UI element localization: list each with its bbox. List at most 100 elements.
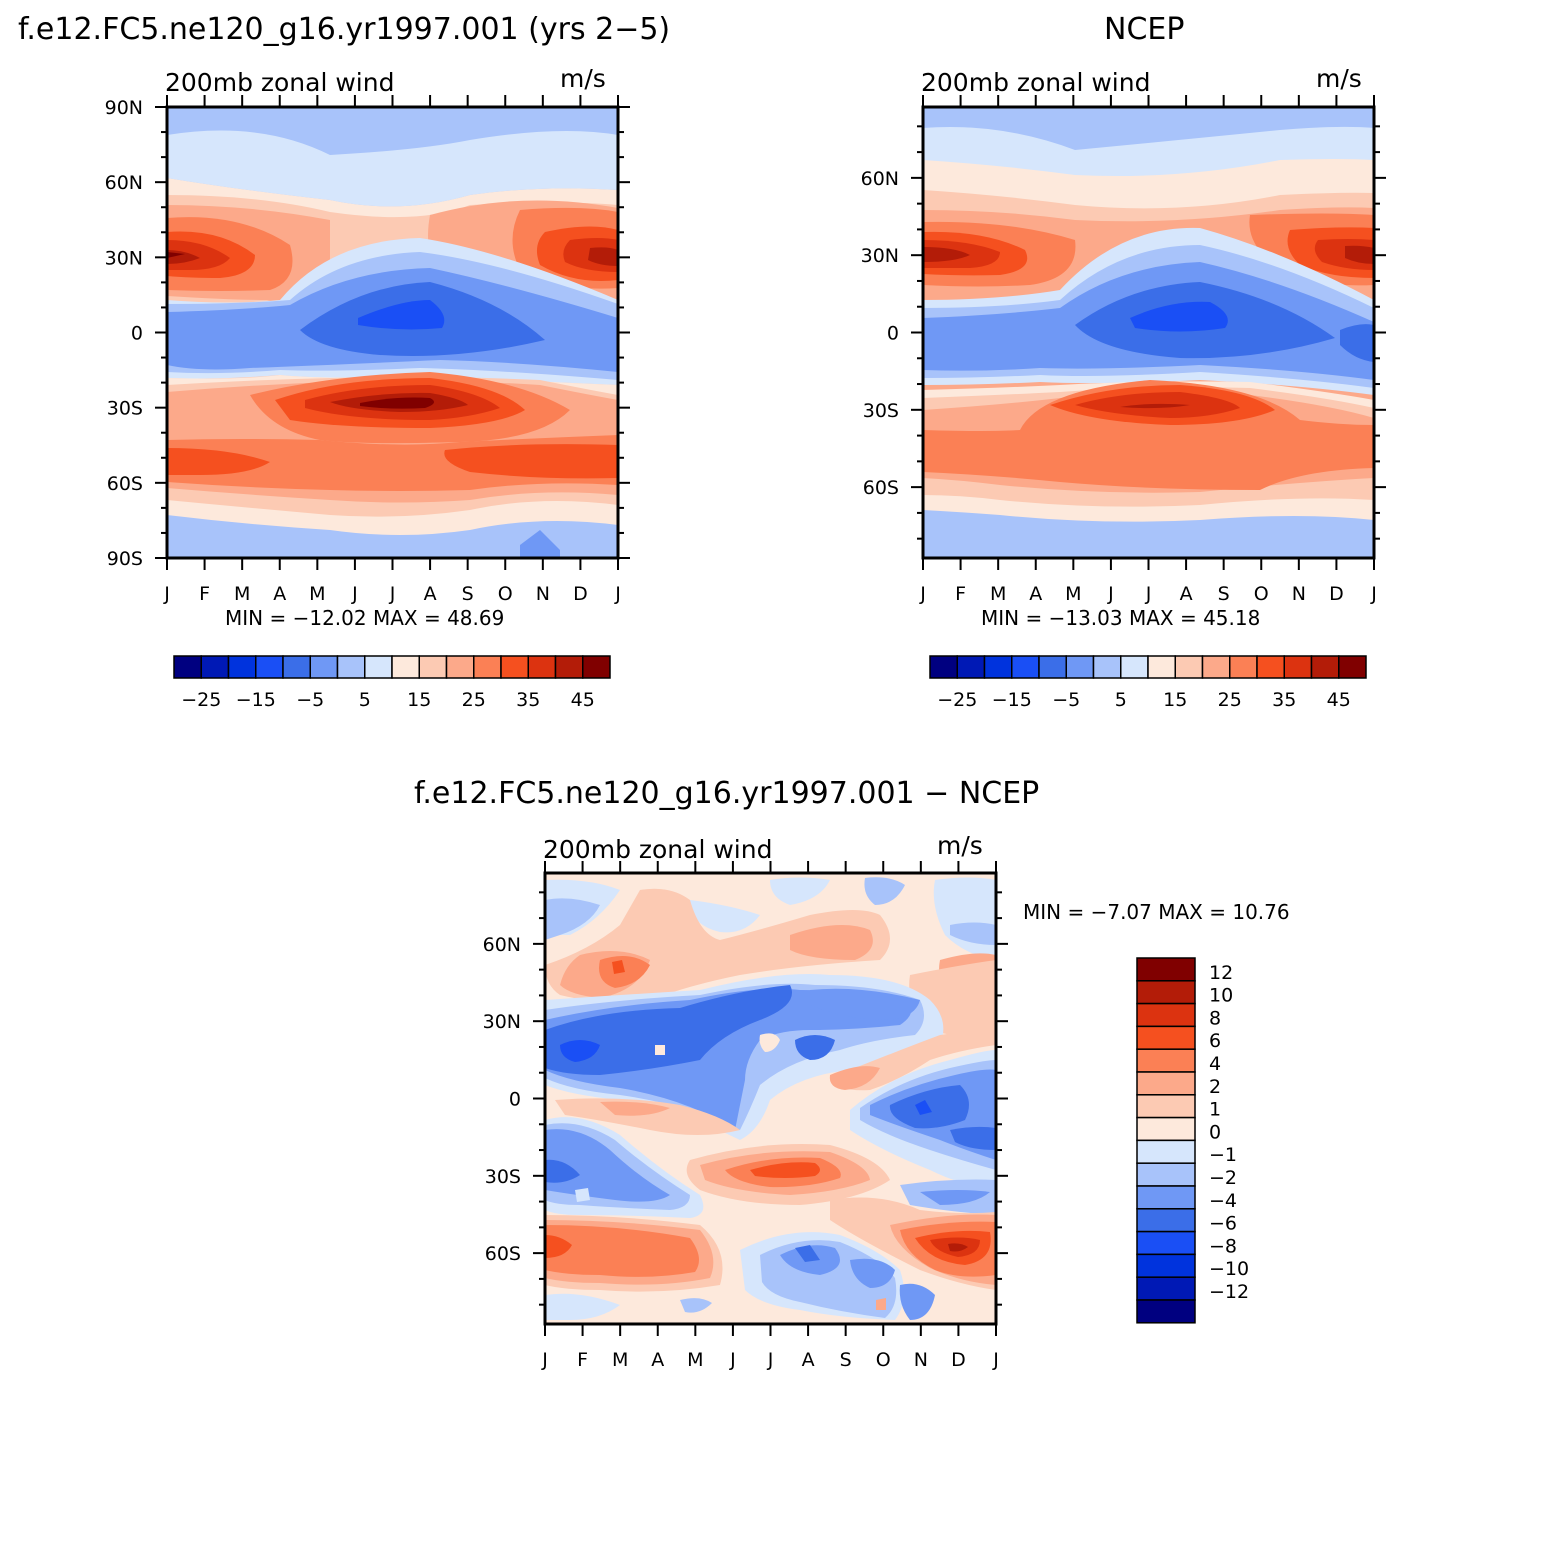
colorbar-label: 5	[359, 689, 371, 711]
colorbar-label: 0	[1209, 1121, 1221, 1143]
panel1-plot-area	[167, 107, 618, 558]
panel2-plot-area	[923, 107, 1374, 558]
colorbar-label: −25	[937, 689, 977, 711]
colorbar-label: 12	[1209, 962, 1233, 984]
x-tick-label: J	[351, 583, 358, 605]
x-tick-label: J	[729, 1349, 736, 1371]
colorbar-box	[956, 655, 986, 679]
y-tick-label: 30S	[485, 1166, 521, 1188]
colorbar-box	[1338, 655, 1367, 679]
y-tick-label: 90S	[107, 548, 143, 570]
x-tick-label: D	[573, 583, 588, 605]
colorbar-box	[500, 655, 529, 679]
colorbar-box	[227, 655, 257, 679]
colorbar-box	[1136, 1025, 1196, 1050]
colorbar-box	[1136, 957, 1196, 982]
x-tick-label: M	[234, 583, 250, 605]
colorbar-box	[582, 655, 611, 679]
colorbar-box	[1011, 655, 1040, 679]
y-tick-label: 30S	[863, 400, 899, 422]
colorbar-label: 5	[1115, 689, 1127, 711]
x-tick-label: J	[389, 583, 396, 605]
colorbar-box	[1201, 655, 1231, 679]
colorbar-box	[1136, 980, 1196, 1005]
colorbar-label: 15	[1163, 689, 1187, 711]
colorbar-box	[445, 655, 475, 679]
colorbar-box	[1120, 655, 1149, 679]
x-tick-label: M	[612, 1349, 628, 1371]
x-tick-label: J	[992, 1349, 999, 1371]
y-tick-label: 60S	[107, 473, 143, 495]
colorbar-box	[1136, 1276, 1196, 1301]
y-tick-label: 0	[509, 1089, 521, 1111]
x-tick-label: D	[951, 1349, 966, 1371]
panel2-min-max: MIN = −13.03 MAX = 45.18	[981, 606, 1261, 630]
panel2-subtitle: 200mb zonal wind	[921, 68, 1151, 97]
panel3-plot-area	[545, 873, 996, 1324]
y-tick-label: 60S	[863, 477, 899, 499]
colorbar-box	[1136, 1071, 1196, 1096]
panel3-units: m/s	[937, 831, 983, 860]
x-tick-label: N	[1292, 583, 1306, 605]
x-tick-label: A	[1180, 583, 1193, 605]
x-tick-label: S	[462, 583, 474, 605]
colorbar-label: 10	[1209, 985, 1233, 1007]
colorbar-label: −10	[1209, 1258, 1249, 1280]
y-tick-label: 30N	[483, 1011, 521, 1033]
colorbar-box	[554, 655, 584, 679]
colorbar-label: −8	[1209, 1235, 1237, 1257]
panel2-title: NCEP	[1104, 12, 1185, 47]
x-tick-label: S	[840, 1349, 852, 1371]
x-tick-label: A	[802, 1349, 815, 1371]
x-tick-label: J	[767, 1349, 774, 1371]
panel2-colorbar: −25 −15 −5 5 15 25 35 45	[929, 655, 1367, 711]
colorbar-label: 35	[516, 689, 540, 711]
colorbar-box	[1136, 1139, 1196, 1164]
x-tick-label: A	[651, 1349, 664, 1371]
colorbar-box	[418, 655, 448, 679]
colorbar-box	[1092, 655, 1122, 679]
colorbar-label: −2	[1209, 1167, 1237, 1189]
colorbar-label: −4	[1209, 1190, 1237, 1212]
colorbar-box	[1147, 655, 1176, 679]
colorbar-label: −5	[1052, 689, 1080, 711]
x-tick-label: N	[914, 1349, 928, 1371]
x-tick-label: O	[1254, 583, 1269, 605]
colorbar-label: 45	[571, 689, 595, 711]
colorbar-box	[527, 655, 557, 679]
colorbar-label: 35	[1272, 689, 1296, 711]
colorbar-box	[1136, 1094, 1196, 1119]
colorbar-box	[1136, 1048, 1196, 1073]
panel3-min-max: MIN = −7.07 MAX = 10.76	[1023, 900, 1290, 924]
x-tick-label: F	[955, 583, 966, 605]
colorbar-box	[173, 655, 202, 679]
x-tick-label: F	[199, 583, 210, 605]
colorbar-label: 15	[407, 689, 431, 711]
colorbar-label: 4	[1209, 1053, 1221, 1075]
panel1-colorbar: −25 −15 −5 5 15 25 35 45	[173, 655, 611, 711]
colorbar-box	[1256, 655, 1285, 679]
x-tick-label: J	[1370, 583, 1377, 605]
colorbar-box	[336, 655, 366, 679]
panel3-axes: J F M A M J J A S O N D J 60N 30N 0 30S 60S	[483, 861, 1008, 1371]
panel1-min-max: MIN = −12.02 MAX = 48.69	[225, 606, 505, 630]
colorbar-box	[1174, 655, 1204, 679]
y-tick-label: 0	[131, 323, 143, 345]
x-tick-label: N	[536, 583, 550, 605]
colorbar-label: 25	[1218, 689, 1242, 711]
panel1-axes: J F M A M J J A S O N D J 90N 60N 30N 0 30S 60S 90S	[105, 95, 630, 605]
y-tick-label: 30N	[861, 245, 899, 267]
colorbar-box	[1136, 1002, 1196, 1028]
colorbar-box	[1038, 655, 1067, 679]
y-tick-label: 90N	[105, 97, 143, 119]
y-tick-label: 60N	[861, 168, 899, 190]
colorbar-box	[1136, 1299, 1196, 1324]
colorbar-label: 2	[1209, 1076, 1221, 1098]
x-tick-label: J	[614, 583, 621, 605]
colorbar-box	[983, 655, 1013, 679]
panel1-title: f.e12.FC5.ne120_g16.yr1997.001 (yrs 2−5)	[18, 12, 671, 47]
x-tick-label: J	[163, 583, 170, 605]
colorbar-label: 25	[462, 689, 486, 711]
